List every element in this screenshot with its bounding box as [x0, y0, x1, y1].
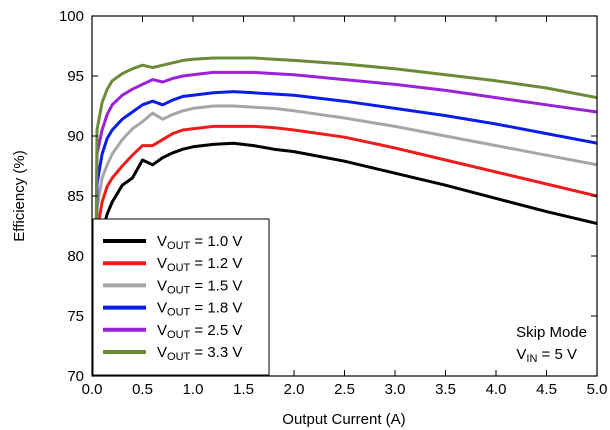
x-tick-label: 1.5: [233, 381, 254, 398]
x-tick-label: 2.5: [334, 381, 355, 398]
series-line-5: [93, 70, 597, 376]
legend-label-sub: OUT: [167, 284, 191, 296]
y-tick-label: 95: [67, 68, 84, 85]
y-tick-label: 100: [59, 8, 84, 25]
legend-label: VOUT = 2.5 V: [157, 322, 242, 341]
x-tick-label: 4.5: [536, 381, 557, 398]
legend-label: VOUT = 1.8 V: [157, 300, 242, 319]
legend-label: VOUT = 1.5 V: [157, 277, 242, 296]
legend-label-main: V: [157, 277, 167, 294]
x-tick-label: 5.0: [587, 381, 608, 398]
series-line-6: [93, 56, 597, 376]
x-tick-label: 4.0: [486, 381, 507, 398]
legend-label: VOUT = 1.2 V: [157, 255, 242, 274]
legend-label-rest: = 1.8 V: [190, 300, 242, 317]
annotation-line-1: Skip Mode: [516, 324, 587, 341]
x-tick-label: 1.0: [183, 381, 204, 398]
series-line-1: [93, 141, 597, 376]
legend-label-main: V: [157, 233, 167, 250]
y-tick-label: 75: [67, 308, 84, 325]
x-tick-label: 3.0: [385, 381, 406, 398]
series-line-2: [93, 124, 597, 376]
legend-label-main: V: [157, 255, 167, 272]
annotation-v: V: [516, 346, 526, 363]
x-tick-label: 2.0: [284, 381, 305, 398]
legend-label-rest: = 3.3 V: [190, 344, 242, 361]
legend-label-main: V: [157, 300, 167, 317]
x-tick-label: 0.0: [82, 381, 103, 398]
y-tick-label: 85: [67, 188, 84, 205]
y-tick-label: 90: [67, 128, 84, 145]
x-tick-label: 0.5: [132, 381, 153, 398]
series-layer: [93, 56, 597, 376]
legend-label-sub: OUT: [167, 351, 191, 363]
legend-label-rest: = 1.5 V: [190, 277, 242, 294]
annotation-sub: IN: [526, 353, 537, 365]
legend-label-main: V: [157, 344, 167, 361]
legend-label-rest: = 1.0 V: [190, 233, 242, 250]
legend-label-main: V: [157, 322, 167, 339]
legend-box: [92, 218, 270, 376]
series-line-3: [93, 104, 597, 376]
legend-label-sub: OUT: [167, 307, 191, 319]
legend-label-sub: OUT: [167, 329, 191, 341]
legend-label-rest: = 2.5 V: [190, 322, 242, 339]
tick-labels-layer: 0.0 0.5 1.0 1.5 2.0 2.5 3.0 3.5 4.0 4.5 5.0 70 75 80 8…: [59, 8, 607, 398]
x-tick-label: 3.5: [435, 381, 456, 398]
x-axis-title: Output Current (A): [282, 411, 405, 428]
series-line-4: [93, 90, 597, 376]
y-tick-label: 80: [67, 248, 84, 265]
legend-label: VOUT = 1.0 V: [157, 233, 242, 252]
legend-label-sub: OUT: [167, 262, 191, 274]
legend-label-rest: = 1.2 V: [190, 255, 242, 272]
legend-label-sub: OUT: [167, 240, 191, 252]
annotation-line-2: VIN = 5 V: [516, 346, 577, 365]
mode-annotation: Skip Mode VIN = 5 V: [516, 324, 587, 365]
legend-label: VOUT = 3.3 V: [157, 344, 242, 363]
y-axis-title: Efficiency (%): [11, 150, 28, 241]
annotation-rest: = 5 V: [537, 346, 577, 363]
y-tick-label: 70: [67, 368, 84, 385]
